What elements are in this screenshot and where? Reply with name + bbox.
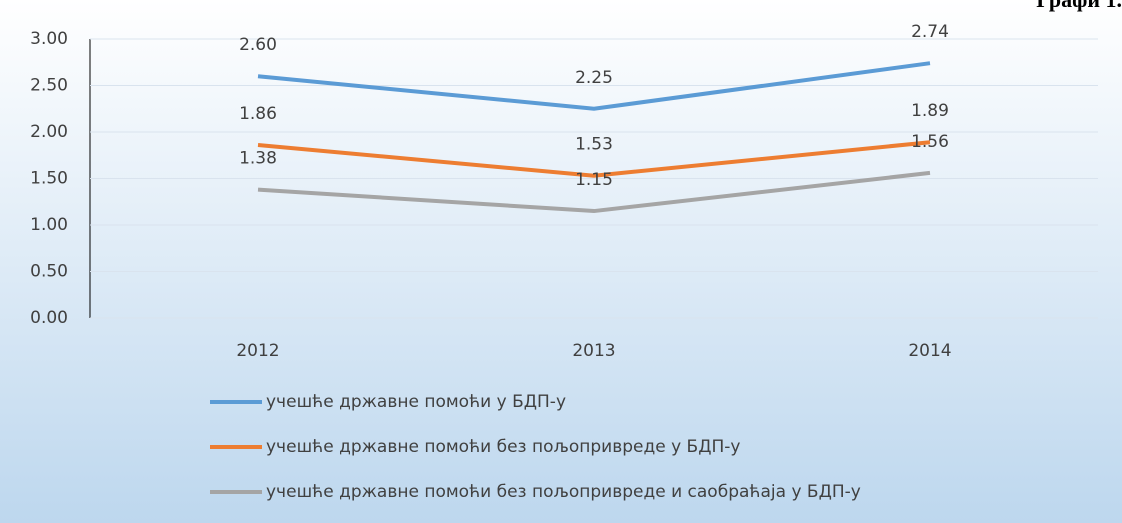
x-tick-label: 2012	[236, 341, 279, 361]
legend-label: учешће државне помоћи без пољопривреде у…	[266, 437, 740, 457]
y-tick-label: 1.50	[30, 169, 68, 189]
data-label: 1.89	[911, 101, 949, 121]
data-label: 2.60	[239, 35, 277, 55]
y-tick-label: 3.00	[30, 29, 68, 49]
data-label: 2.74	[911, 22, 949, 42]
legend-label: учешће државне помоћи без пољопривреде и…	[266, 482, 861, 502]
chart-title: Графи 1.	[1036, 0, 1122, 12]
x-tick-label: 2014	[908, 341, 951, 361]
data-label: 1.56	[911, 132, 949, 152]
y-tick-label: 0.50	[30, 262, 68, 282]
data-label: 2.25	[575, 68, 613, 88]
line	[257, 61, 931, 111]
x-tick-label: 2013	[572, 341, 615, 361]
line	[257, 170, 931, 214]
data-label: 1.15	[575, 170, 613, 190]
data-label: 1.86	[239, 104, 277, 124]
y-tick-label: 0.00	[30, 308, 68, 328]
data-label: 1.38	[239, 149, 277, 169]
data-label: 1.53	[575, 135, 613, 155]
line	[257, 140, 931, 178]
y-tick-label: 1.00	[30, 215, 68, 235]
y-tick-label: 2.50	[30, 76, 68, 96]
legend-label: учешће државне помоћи у БДП-у	[266, 392, 566, 412]
y-tick-label: 2.00	[30, 122, 68, 142]
